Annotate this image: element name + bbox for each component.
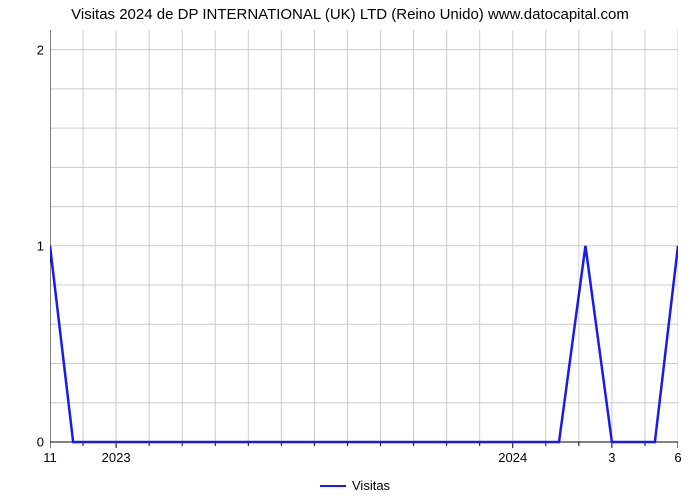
y-tick-label: 2 (14, 42, 44, 57)
chart-title: Visitas 2024 de DP INTERNATIONAL (UK) LT… (0, 6, 700, 23)
x-tick-label: 2024 (498, 450, 527, 465)
x-tick-label: 3 (608, 450, 615, 465)
legend-swatch (320, 485, 346, 487)
y-tick-label: 1 (14, 238, 44, 253)
series-line (50, 246, 678, 442)
x-tick-label: 11 (43, 450, 57, 465)
y-tick-label: 0 (14, 435, 44, 450)
legend: Visitas (320, 478, 390, 493)
x-tick-label: 6 (674, 450, 681, 465)
chart-svg (50, 30, 678, 452)
chart-container: Visitas 2024 de DP INTERNATIONAL (UK) LT… (0, 0, 700, 500)
plot-area (50, 30, 678, 442)
x-tick-label: 2023 (102, 450, 131, 465)
legend-label: Visitas (352, 478, 390, 493)
